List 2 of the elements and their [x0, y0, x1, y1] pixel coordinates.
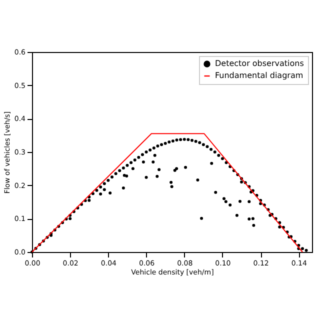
legend-label: Detector observations	[215, 59, 304, 68]
legend-label: Fundamental diagram	[215, 71, 304, 80]
